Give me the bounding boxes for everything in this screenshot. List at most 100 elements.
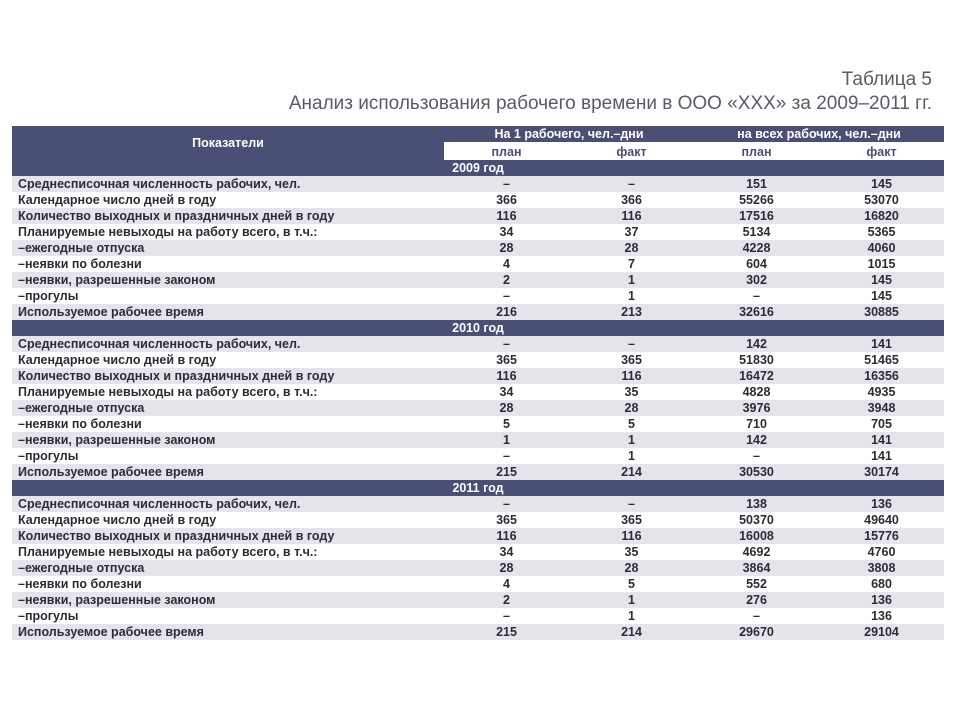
value-cell: 136 <box>819 608 944 624</box>
value-cell: 116 <box>444 208 569 224</box>
value-cell: 50370 <box>694 512 819 528</box>
value-cell: 366 <box>569 192 694 208</box>
value-cell: 1015 <box>819 256 944 272</box>
value-cell: 604 <box>694 256 819 272</box>
value-cell: 552 <box>694 576 819 592</box>
value-cell: 2 <box>444 272 569 288</box>
value-cell: 35 <box>569 544 694 560</box>
value-cell: 16820 <box>819 208 944 224</box>
table-row: Календарное число дней в году36536551830… <box>12 352 944 368</box>
value-cell: 29670 <box>694 624 819 640</box>
value-cell: – <box>444 176 569 192</box>
value-cell: 15776 <box>819 528 944 544</box>
value-cell: 142 <box>694 432 819 448</box>
table-row: Планируемые невыходы на работу всего, в … <box>12 384 944 400</box>
table-row: Среднесписочная численность рабочих, чел… <box>12 176 944 192</box>
top-gap <box>0 0 960 64</box>
indicator-cell: Календарное число дней в году <box>12 192 444 208</box>
table-row: Используемое рабочее время21621332616308… <box>12 304 944 320</box>
value-cell: 214 <box>569 624 694 640</box>
value-cell: – <box>694 448 819 464</box>
value-cell: 1 <box>569 592 694 608</box>
indicator-cell: –ежегодные отпуска <box>12 400 444 416</box>
year-row: 2009 год <box>12 160 944 176</box>
value-cell: 365 <box>569 352 694 368</box>
table-row: Количество выходных и праздничных дней в… <box>12 528 944 544</box>
value-cell: 5365 <box>819 224 944 240</box>
value-cell: 30530 <box>694 464 819 480</box>
table-row: –неявки по болезни55710705 <box>12 416 944 432</box>
table-row: –ежегодные отпуска282838643808 <box>12 560 944 576</box>
indicator-cell: –неявки по болезни <box>12 416 444 432</box>
value-cell: 16472 <box>694 368 819 384</box>
indicator-cell: Календарное число дней в году <box>12 352 444 368</box>
value-cell: 1 <box>569 608 694 624</box>
value-cell: 4228 <box>694 240 819 256</box>
value-cell: 4 <box>444 256 569 272</box>
indicator-cell: Среднесписочная численность рабочих, чел… <box>12 176 444 192</box>
value-cell: 141 <box>819 448 944 464</box>
indicator-cell: Планируемые невыходы на работу всего, в … <box>12 384 444 400</box>
value-cell: 116 <box>569 368 694 384</box>
indicator-cell: –ежегодные отпуска <box>12 560 444 576</box>
table-number: Таблица 5 <box>0 68 932 92</box>
table-header-row-1: ПоказателиНа 1 рабочего, чел.–днина всех… <box>12 126 944 143</box>
value-cell: 141 <box>819 336 944 352</box>
value-cell: 710 <box>694 416 819 432</box>
value-cell: 4760 <box>819 544 944 560</box>
value-cell: – <box>444 448 569 464</box>
value-cell: 53070 <box>819 192 944 208</box>
data-table: ПоказателиНа 1 рабочего, чел.–днина всех… <box>12 126 944 640</box>
col-plan: план <box>694 143 819 160</box>
value-cell: 1 <box>569 448 694 464</box>
value-cell: 4828 <box>694 384 819 400</box>
value-cell: 16008 <box>694 528 819 544</box>
value-cell: 7 <box>569 256 694 272</box>
value-cell: 3976 <box>694 400 819 416</box>
value-cell: – <box>444 288 569 304</box>
value-cell: 1 <box>444 432 569 448</box>
title-block: Таблица 5 Анализ использования рабочего … <box>0 64 960 122</box>
table-row: –прогулы–1–136 <box>12 608 944 624</box>
col-plan: план <box>444 143 569 160</box>
value-cell: 5 <box>569 416 694 432</box>
value-cell: 28 <box>569 560 694 576</box>
value-cell: 3864 <box>694 560 819 576</box>
value-cell: 51465 <box>819 352 944 368</box>
value-cell: 214 <box>569 464 694 480</box>
value-cell: 34 <box>444 384 569 400</box>
value-cell: 4692 <box>694 544 819 560</box>
table-row: –ежегодные отпуска282842284060 <box>12 240 944 256</box>
table-row: Среднесписочная численность рабочих, чел… <box>12 336 944 352</box>
value-cell: 136 <box>819 592 944 608</box>
value-cell: 145 <box>819 288 944 304</box>
value-cell: – <box>569 496 694 512</box>
value-cell: – <box>569 176 694 192</box>
indicator-cell: –неявки по болезни <box>12 256 444 272</box>
indicator-cell: Количество выходных и праздничных дней в… <box>12 528 444 544</box>
table-row: Среднесписочная численность рабочих, чел… <box>12 496 944 512</box>
value-cell: 4060 <box>819 240 944 256</box>
table-caption: Анализ использования рабочего времени в … <box>0 92 932 116</box>
value-cell: 28 <box>444 560 569 576</box>
value-cell: 28 <box>569 400 694 416</box>
value-cell: 3808 <box>819 560 944 576</box>
indicator-cell: Среднесписочная численность рабочих, чел… <box>12 496 444 512</box>
indicator-cell: –неявки, разрешенные законом <box>12 592 444 608</box>
value-cell: 1 <box>569 288 694 304</box>
value-cell: 17516 <box>694 208 819 224</box>
col-group-per-worker: На 1 рабочего, чел.–дни <box>444 126 694 143</box>
table-row: –прогулы–1–145 <box>12 288 944 304</box>
value-cell: 32616 <box>694 304 819 320</box>
table-row: Количество выходных и праздничных дней в… <box>12 368 944 384</box>
value-cell: – <box>444 336 569 352</box>
year-cell: 2010 год <box>12 320 944 336</box>
value-cell: – <box>444 608 569 624</box>
col-group-all-workers: на всех рабочих, чел.–дни <box>694 126 944 143</box>
value-cell: – <box>694 288 819 304</box>
value-cell: 30174 <box>819 464 944 480</box>
value-cell: 5 <box>569 576 694 592</box>
value-cell: 116 <box>444 528 569 544</box>
value-cell: 49640 <box>819 512 944 528</box>
indicator-cell: Календарное число дней в году <box>12 512 444 528</box>
